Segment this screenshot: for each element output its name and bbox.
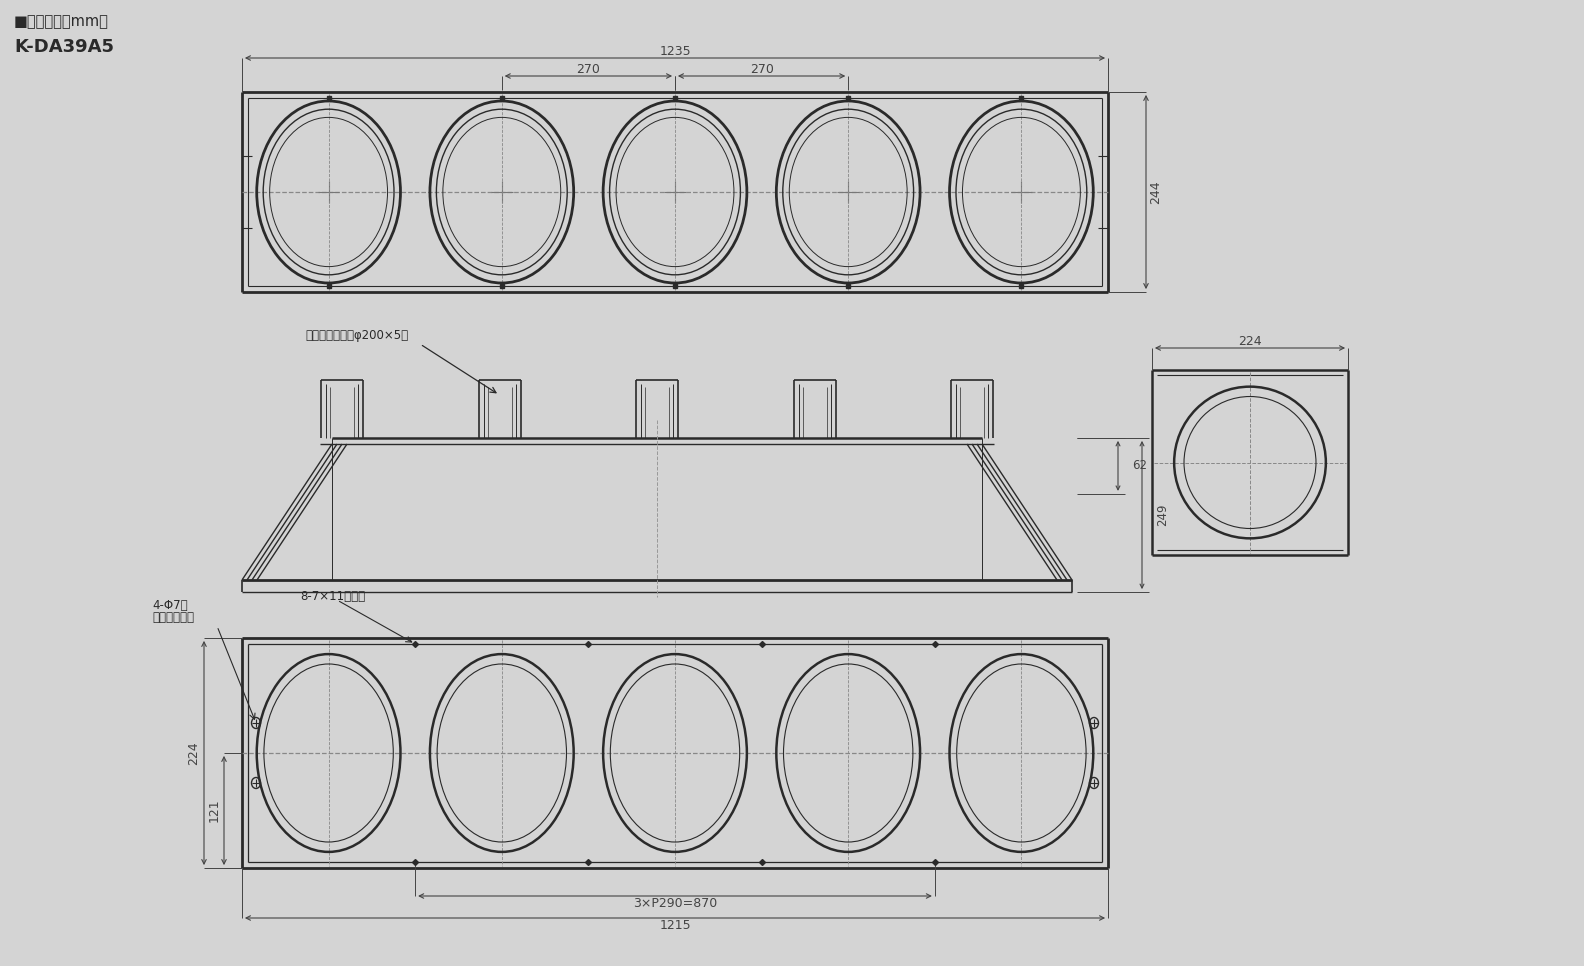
Text: ■外形寸法（mm）: ■外形寸法（mm） [14,14,109,29]
Text: 249: 249 [1156,503,1169,526]
Text: 62: 62 [1133,460,1147,472]
Text: K-DA39A5: K-DA39A5 [14,38,114,56]
Text: （ダルマ穴）: （ダルマ穴） [152,611,193,624]
Text: 121: 121 [208,799,220,822]
Text: 8-7×11長丸穴: 8-7×11長丸穴 [299,589,366,603]
Text: 270: 270 [749,63,773,75]
Text: 1235: 1235 [659,44,691,58]
Text: 244: 244 [1150,181,1163,204]
Text: 接続ダクト口径φ200×5口: 接続ダクト口径φ200×5口 [306,329,409,342]
Text: 4-Φ7穴: 4-Φ7穴 [152,599,187,612]
Text: 224: 224 [1239,334,1262,348]
Text: 270: 270 [577,63,600,75]
Text: 3×P290=870: 3×P290=870 [634,896,718,910]
Text: 224: 224 [187,741,201,765]
Text: 1215: 1215 [659,919,691,931]
